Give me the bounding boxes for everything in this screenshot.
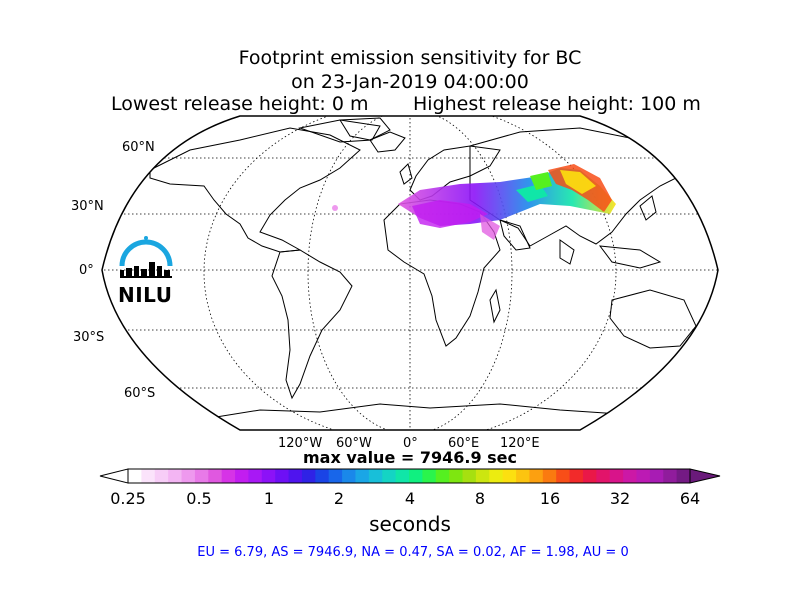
colorbar-segment — [342, 469, 356, 483]
colorbar-segment — [609, 469, 624, 483]
colorbar-segment — [395, 469, 410, 483]
colorbar-segment — [636, 469, 651, 483]
colorbar-segment — [475, 469, 490, 483]
colorbar-tick: 16 — [539, 489, 561, 508]
colorbar-segment — [154, 469, 169, 483]
colorbar-segment — [623, 469, 637, 483]
colorbar-segment — [208, 469, 223, 483]
lon-label-60w: 60°W — [336, 436, 372, 451]
colorbar-tick: 0.25 — [110, 489, 146, 508]
colorbar-min-arrow — [99, 468, 129, 484]
colorbar-segment — [649, 469, 664, 483]
lon-label-0: 0° — [403, 436, 418, 451]
colorbar-segment — [582, 469, 597, 483]
colorbar-segment — [516, 469, 530, 483]
colorbar-tick: 4 — [404, 489, 416, 508]
continents — [149, 117, 707, 430]
colorbar-segment — [261, 469, 276, 483]
colorbar-segment — [489, 469, 504, 483]
colorbar-segment — [275, 469, 290, 483]
colorbar-segment — [422, 469, 437, 483]
colorbar-tick: 64 — [679, 489, 701, 508]
lon-label-120e: 120°E — [500, 436, 540, 451]
lon-label-120w: 120°W — [278, 436, 323, 451]
lat-label-0: 0° — [79, 263, 94, 278]
colorbar-segment — [542, 469, 557, 483]
lowest-release-height: Lowest release height: 0 m — [111, 93, 369, 115]
colorbar-segment — [328, 469, 343, 483]
colorbar-max-arrow — [689, 468, 721, 484]
colorbar-segment — [663, 469, 678, 483]
colorbar-segment — [409, 469, 423, 483]
lon-label-60e: 60°E — [448, 436, 480, 451]
colorbar-segment — [315, 469, 330, 483]
colorbar — [99, 468, 721, 484]
colorbar-tick: 8 — [474, 489, 486, 508]
colorbar-segment — [248, 469, 263, 483]
colorbar-segment — [596, 469, 611, 483]
colorbar-segment — [288, 469, 303, 483]
lat-label-30s: 30°S — [73, 330, 105, 345]
colorbar-segment — [168, 469, 183, 483]
colorbar-segment — [449, 469, 464, 483]
colorbar-segment — [141, 469, 156, 483]
colorbar-tick: 32 — [609, 489, 631, 508]
colorbar-segment — [676, 469, 691, 483]
nilu-logo — [119, 236, 173, 278]
colorbar-segment — [181, 469, 196, 483]
colorbar-segment — [301, 469, 316, 483]
colorbar-segment — [355, 469, 370, 483]
plot-date: on 23-Jan-2019 04:00:00 — [291, 71, 529, 93]
lat-label-30n: 30°N — [71, 199, 104, 214]
colorbar-segment — [502, 469, 517, 483]
plot-title: Footprint emission sensitivity for BC — [238, 47, 582, 69]
colorbar-segment — [194, 469, 209, 483]
colorbar-border — [127, 468, 691, 484]
colorbar-segment — [235, 469, 249, 483]
max-value-label: max value = 7946.9 sec — [302, 448, 518, 467]
map-graticule — [102, 116, 718, 430]
colorbar-tick: 1 — [263, 489, 275, 508]
colorbar-segment — [382, 469, 397, 483]
colorbar-tick: 2 — [333, 489, 345, 508]
colorbar-segment — [462, 469, 477, 483]
highest-release-height: Highest release height: 100 m — [413, 93, 701, 115]
colorbar-tick: 0.5 — [186, 489, 212, 508]
colorbar-segment — [556, 469, 571, 483]
colorbar-segment — [569, 469, 584, 483]
nilu-logo-text: NILU — [118, 283, 173, 307]
colorbar-segment — [435, 469, 450, 483]
lat-label-60s: 60°S — [124, 386, 156, 401]
colorbar-segment — [221, 469, 236, 483]
colorbar-units: seconds — [369, 512, 451, 536]
colorbar-segment — [128, 469, 142, 483]
sensitivity-field — [332, 164, 616, 240]
colorbar-segment — [529, 469, 544, 483]
region-values: EU = 6.79, AS = 7946.9, NA = 0.47, SA = … — [197, 545, 629, 560]
lat-label-60n: 60°N — [122, 140, 155, 155]
colorbar-segment — [368, 469, 383, 483]
